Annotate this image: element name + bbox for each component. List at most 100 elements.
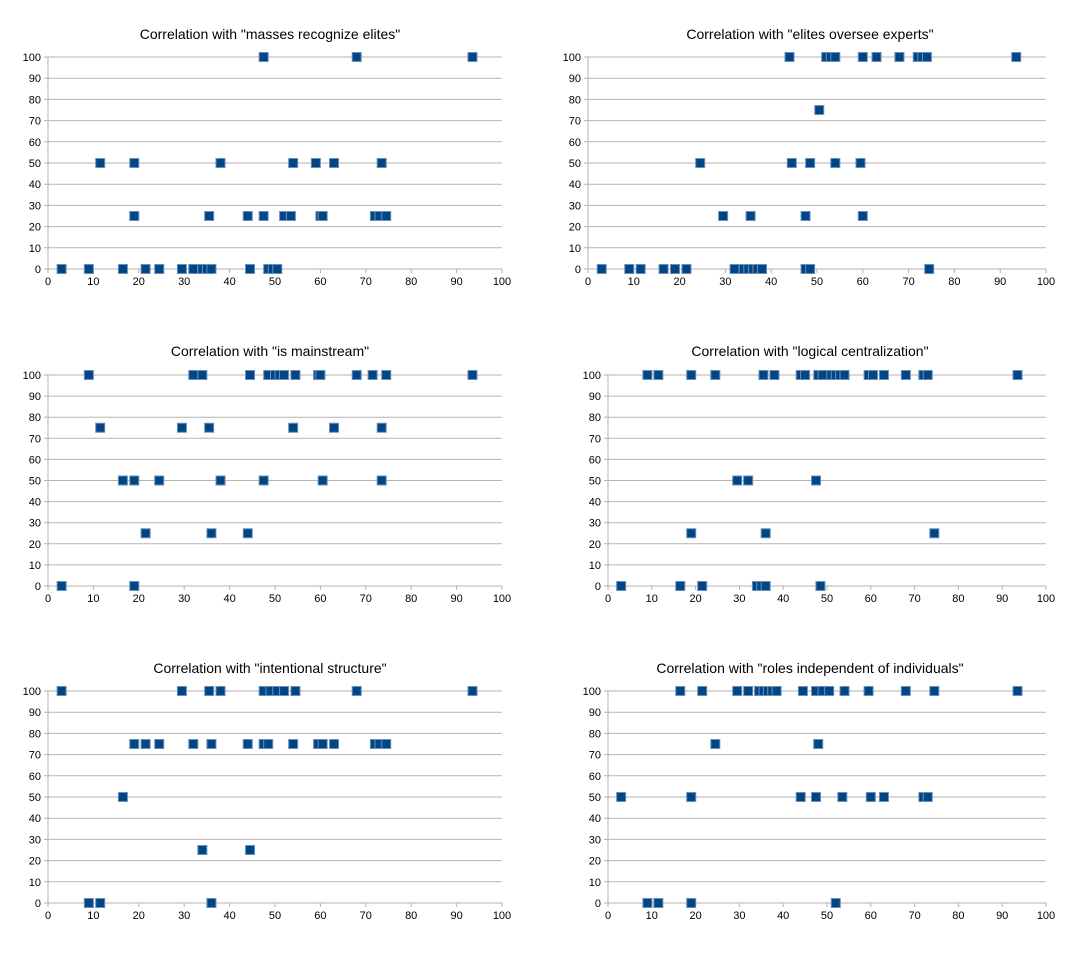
data-point — [894, 52, 905, 62]
data-point — [263, 739, 274, 749]
y-tick-label: 40 — [589, 497, 601, 509]
data-point — [760, 528, 771, 539]
data-point — [129, 475, 140, 486]
data-point — [351, 686, 362, 696]
y-tick-label: 60 — [589, 454, 601, 466]
data-point — [467, 370, 478, 380]
data-point — [855, 158, 866, 168]
x-tick-label: 90 — [450, 276, 462, 288]
x-tick-label: 50 — [821, 593, 833, 605]
x-tick-label: 70 — [360, 910, 372, 922]
y-tick-label: 0 — [35, 581, 41, 593]
data-point — [258, 211, 269, 221]
data-point — [837, 792, 848, 802]
chart-panel-logical-centralization: Correlation with "logical centralization… — [540, 318, 1080, 618]
x-tick-label: 30 — [178, 910, 190, 922]
data-point — [215, 686, 226, 696]
data-point — [922, 370, 933, 380]
data-point — [771, 686, 782, 696]
x-tick-label: 80 — [405, 910, 417, 922]
y-tick-label: 50 — [29, 476, 41, 488]
data-point — [743, 686, 754, 696]
y-tick-label: 90 — [589, 707, 601, 719]
data-point — [900, 370, 911, 380]
y-tick-label: 30 — [589, 834, 601, 846]
data-point — [129, 739, 140, 749]
y-tick-label: 100 — [583, 370, 601, 382]
data-point — [710, 370, 721, 380]
data-point — [800, 211, 811, 221]
x-tick-label: 30 — [719, 276, 731, 288]
y-tick-label: 10 — [29, 560, 41, 572]
y-tick-label: 0 — [595, 581, 601, 593]
y-tick-label: 30 — [589, 518, 601, 530]
x-tick-label: 0 — [45, 593, 51, 605]
data-point — [642, 898, 653, 908]
data-point — [117, 792, 128, 802]
x-tick-label: 50 — [269, 593, 281, 605]
x-tick-label: 0 — [605, 593, 611, 605]
x-tick-label: 70 — [908, 593, 920, 605]
data-point — [117, 475, 128, 486]
data-point — [176, 264, 187, 274]
chart-panel-masses-recognize-elites: Correlation with "masses recognize elite… — [0, 0, 540, 300]
data-point — [718, 211, 729, 221]
data-point — [242, 528, 253, 539]
data-point — [805, 264, 816, 274]
data-point — [817, 370, 828, 380]
data-point — [786, 158, 797, 168]
x-tick-label: 90 — [450, 593, 462, 605]
data-point — [129, 581, 140, 591]
y-tick-label: 70 — [29, 750, 41, 762]
data-point — [839, 686, 850, 696]
data-point — [729, 264, 740, 274]
chart-panel-intentional-structure: Correlation with "intentional structure"… — [0, 636, 540, 936]
data-point — [315, 370, 326, 380]
data-point — [317, 211, 328, 221]
chart-panel-is-mainstream: Correlation with "is mainstream" 0 10 20 30… — [0, 318, 540, 618]
x-tick-label: 20 — [673, 276, 685, 288]
x-tick-label: 90 — [994, 276, 1006, 288]
scatter-plot: 0 10 20 30 40 50 60 70 80 90 100 0 10 20 30 40 50 60 70 80 9… — [583, 370, 1055, 605]
data-point — [867, 370, 878, 380]
y-tick-label: 70 — [29, 433, 41, 445]
data-point — [865, 792, 876, 802]
data-point — [658, 264, 669, 274]
data-point — [805, 158, 816, 168]
data-point — [653, 898, 664, 908]
data-point — [204, 211, 215, 221]
data-point — [1011, 52, 1022, 62]
x-tick-label: 10 — [87, 276, 99, 288]
data-point — [176, 686, 187, 696]
y-tick-label: 10 — [589, 560, 601, 572]
y-tick-label: 0 — [575, 264, 581, 276]
chart-title: Correlation with "masses recognize elite… — [139, 26, 401, 42]
data-point — [381, 739, 392, 749]
x-tick-label: 70 — [908, 910, 920, 922]
data-point — [830, 52, 841, 62]
y-tick-label: 100 — [23, 686, 41, 698]
data-point — [310, 158, 321, 168]
data-point — [924, 264, 935, 274]
data-point — [245, 370, 256, 380]
data-point — [871, 52, 882, 62]
data-point — [83, 898, 94, 908]
y-tick-label: 30 — [29, 200, 41, 212]
data-point — [317, 475, 328, 486]
data-point — [743, 475, 754, 486]
data-point — [675, 686, 686, 696]
data-point — [290, 686, 301, 696]
y-tick-label: 10 — [29, 877, 41, 889]
scatter-plot: 0 10 20 30 40 50 60 70 80 90 100 0 10 20 30 40 50 60 70 80 9… — [583, 686, 1055, 922]
chart-title: Correlation with "roles independent of i… — [656, 660, 964, 676]
y-tick-label: 60 — [29, 137, 41, 149]
data-point — [813, 739, 824, 749]
data-point — [56, 686, 67, 696]
data-point — [757, 264, 768, 274]
x-tick-label: 40 — [765, 276, 777, 288]
data-point — [857, 211, 868, 221]
x-tick-label: 20 — [133, 276, 145, 288]
x-tick-label: 100 — [1037, 593, 1055, 605]
y-tick-label: 40 — [29, 179, 41, 191]
data-point — [824, 686, 835, 696]
